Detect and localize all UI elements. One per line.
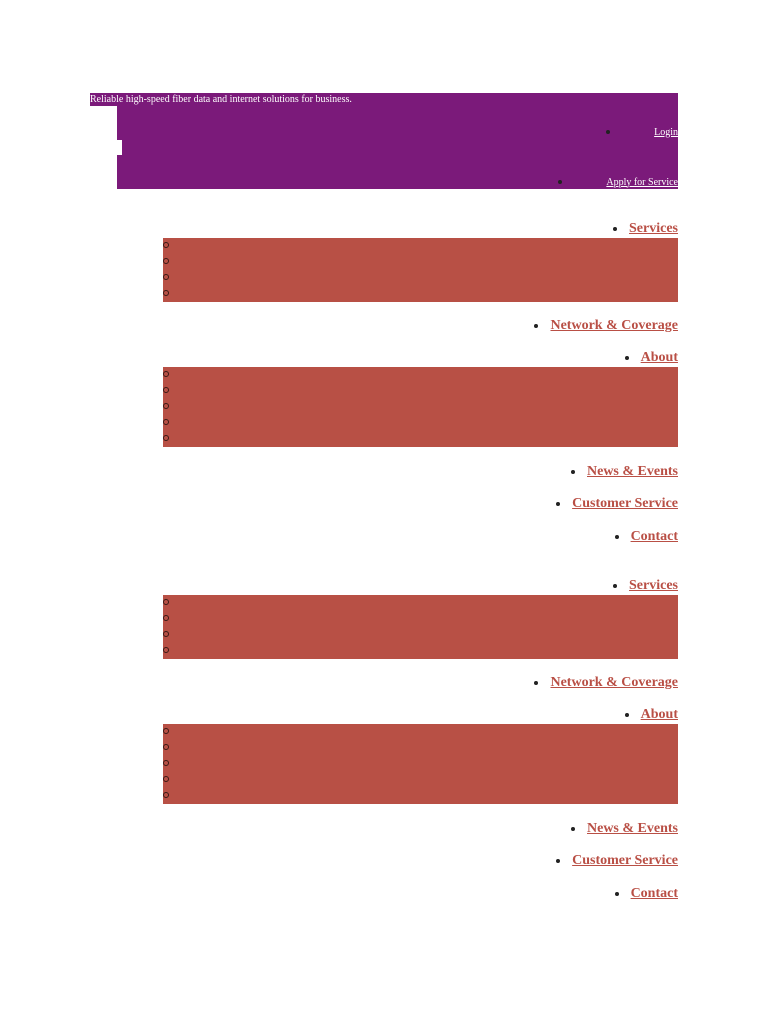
link[interactable]: Contact — [630, 886, 678, 901]
menu-item: Customer Service — [556, 494, 678, 514]
submenu-bullet — [163, 419, 169, 425]
submenu-bullet — [163, 371, 169, 377]
submenu-bullet — [163, 274, 169, 280]
link[interactable]: About — [640, 350, 678, 365]
header-bar — [117, 93, 678, 189]
submenu-bullet — [163, 258, 169, 264]
bullet — [624, 713, 629, 717]
submenu-bullet — [163, 760, 169, 766]
link[interactable]: Services — [629, 578, 678, 593]
bullet — [556, 859, 561, 863]
link[interactable]: Network & Coverage — [550, 318, 678, 333]
menu-item: Network & Coverage — [534, 673, 678, 693]
submenu-bullet — [163, 403, 169, 409]
submenu-bullet — [163, 776, 169, 782]
menu-item: Services — [613, 219, 678, 239]
menu-item: Customer Service — [556, 851, 678, 871]
link[interactable]: Services — [629, 221, 678, 236]
bullet — [613, 227, 618, 231]
link[interactable]: Login — [654, 126, 678, 138]
menu-item: News & Events — [571, 462, 678, 482]
bullet — [534, 681, 539, 685]
logo-placeholder — [117, 140, 122, 155]
tagline: Reliable high-speed fiber data and inter… — [90, 94, 352, 105]
header-bar — [90, 93, 117, 106]
submenu — [163, 238, 678, 302]
submenu-bullet — [163, 290, 169, 296]
link[interactable]: Customer Service — [572, 496, 678, 511]
submenu-bullet — [163, 647, 169, 653]
submenu-bullet — [163, 599, 169, 605]
submenu — [163, 367, 678, 447]
menu-item: About — [624, 705, 678, 725]
bullet — [571, 470, 575, 474]
submenu — [163, 595, 678, 659]
bullet — [534, 324, 539, 328]
link[interactable]: Network & Coverage — [550, 675, 678, 690]
bullet — [558, 180, 563, 184]
bullet — [606, 130, 611, 134]
menu-item: Network & Coverage — [534, 316, 678, 336]
link[interactable]: About — [640, 707, 678, 722]
menu-item: Contact — [614, 527, 678, 547]
submenu-bullet — [163, 631, 169, 637]
submenu-bullet — [163, 792, 169, 798]
submenu-bullet — [163, 242, 169, 248]
menu-item: About — [624, 348, 678, 368]
bullet — [614, 535, 619, 539]
menu-item: Contact — [614, 884, 678, 904]
submenu-bullet — [163, 435, 169, 441]
submenu-bullet — [163, 728, 169, 734]
link[interactable]: Customer Service — [572, 853, 678, 868]
menu-item: Apply for Service — [558, 172, 678, 192]
menu-item: News & Events — [571, 819, 678, 839]
menu-item: Services — [613, 576, 678, 596]
submenu-bullet — [163, 744, 169, 750]
submenu-bullet — [163, 615, 169, 621]
bullet — [571, 827, 575, 831]
bullet — [556, 502, 561, 506]
bullet — [624, 356, 629, 360]
submenu — [163, 724, 678, 804]
bullet — [614, 892, 619, 896]
link[interactable]: News & Events — [587, 464, 678, 479]
bullet — [613, 584, 618, 588]
link[interactable]: Apply for Service — [606, 176, 678, 188]
link[interactable]: News & Events — [587, 821, 678, 836]
menu-item: Login — [606, 122, 678, 142]
link[interactable]: Contact — [630, 529, 678, 544]
submenu-bullet — [163, 387, 169, 393]
